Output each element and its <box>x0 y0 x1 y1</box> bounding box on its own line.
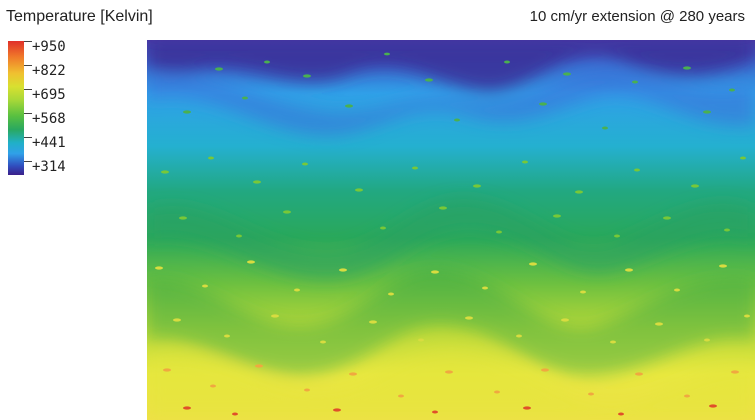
colorbar-ticks <box>24 41 32 175</box>
tracer-particles <box>155 52 750 416</box>
tick-mark <box>24 89 32 90</box>
plot-title: Temperature [Kelvin] <box>6 8 153 25</box>
plot-subtitle: 10 cm/yr extension @ 280 years <box>529 8 745 25</box>
temperature-field <box>147 40 755 420</box>
colorbar <box>8 41 24 175</box>
legend-label: +822 <box>32 63 66 79</box>
tick-mark <box>24 41 32 42</box>
tick-mark <box>24 137 32 138</box>
legend-label: +441 <box>32 135 66 151</box>
isotherm-bands <box>147 40 755 420</box>
tick-mark <box>24 65 32 66</box>
legend-label: +314 <box>32 159 66 175</box>
tick-mark <box>24 113 32 114</box>
legend-label: +950 <box>32 39 66 55</box>
legend-label: +695 <box>32 87 66 103</box>
legend-label: +568 <box>32 111 66 127</box>
tick-mark <box>24 161 32 162</box>
